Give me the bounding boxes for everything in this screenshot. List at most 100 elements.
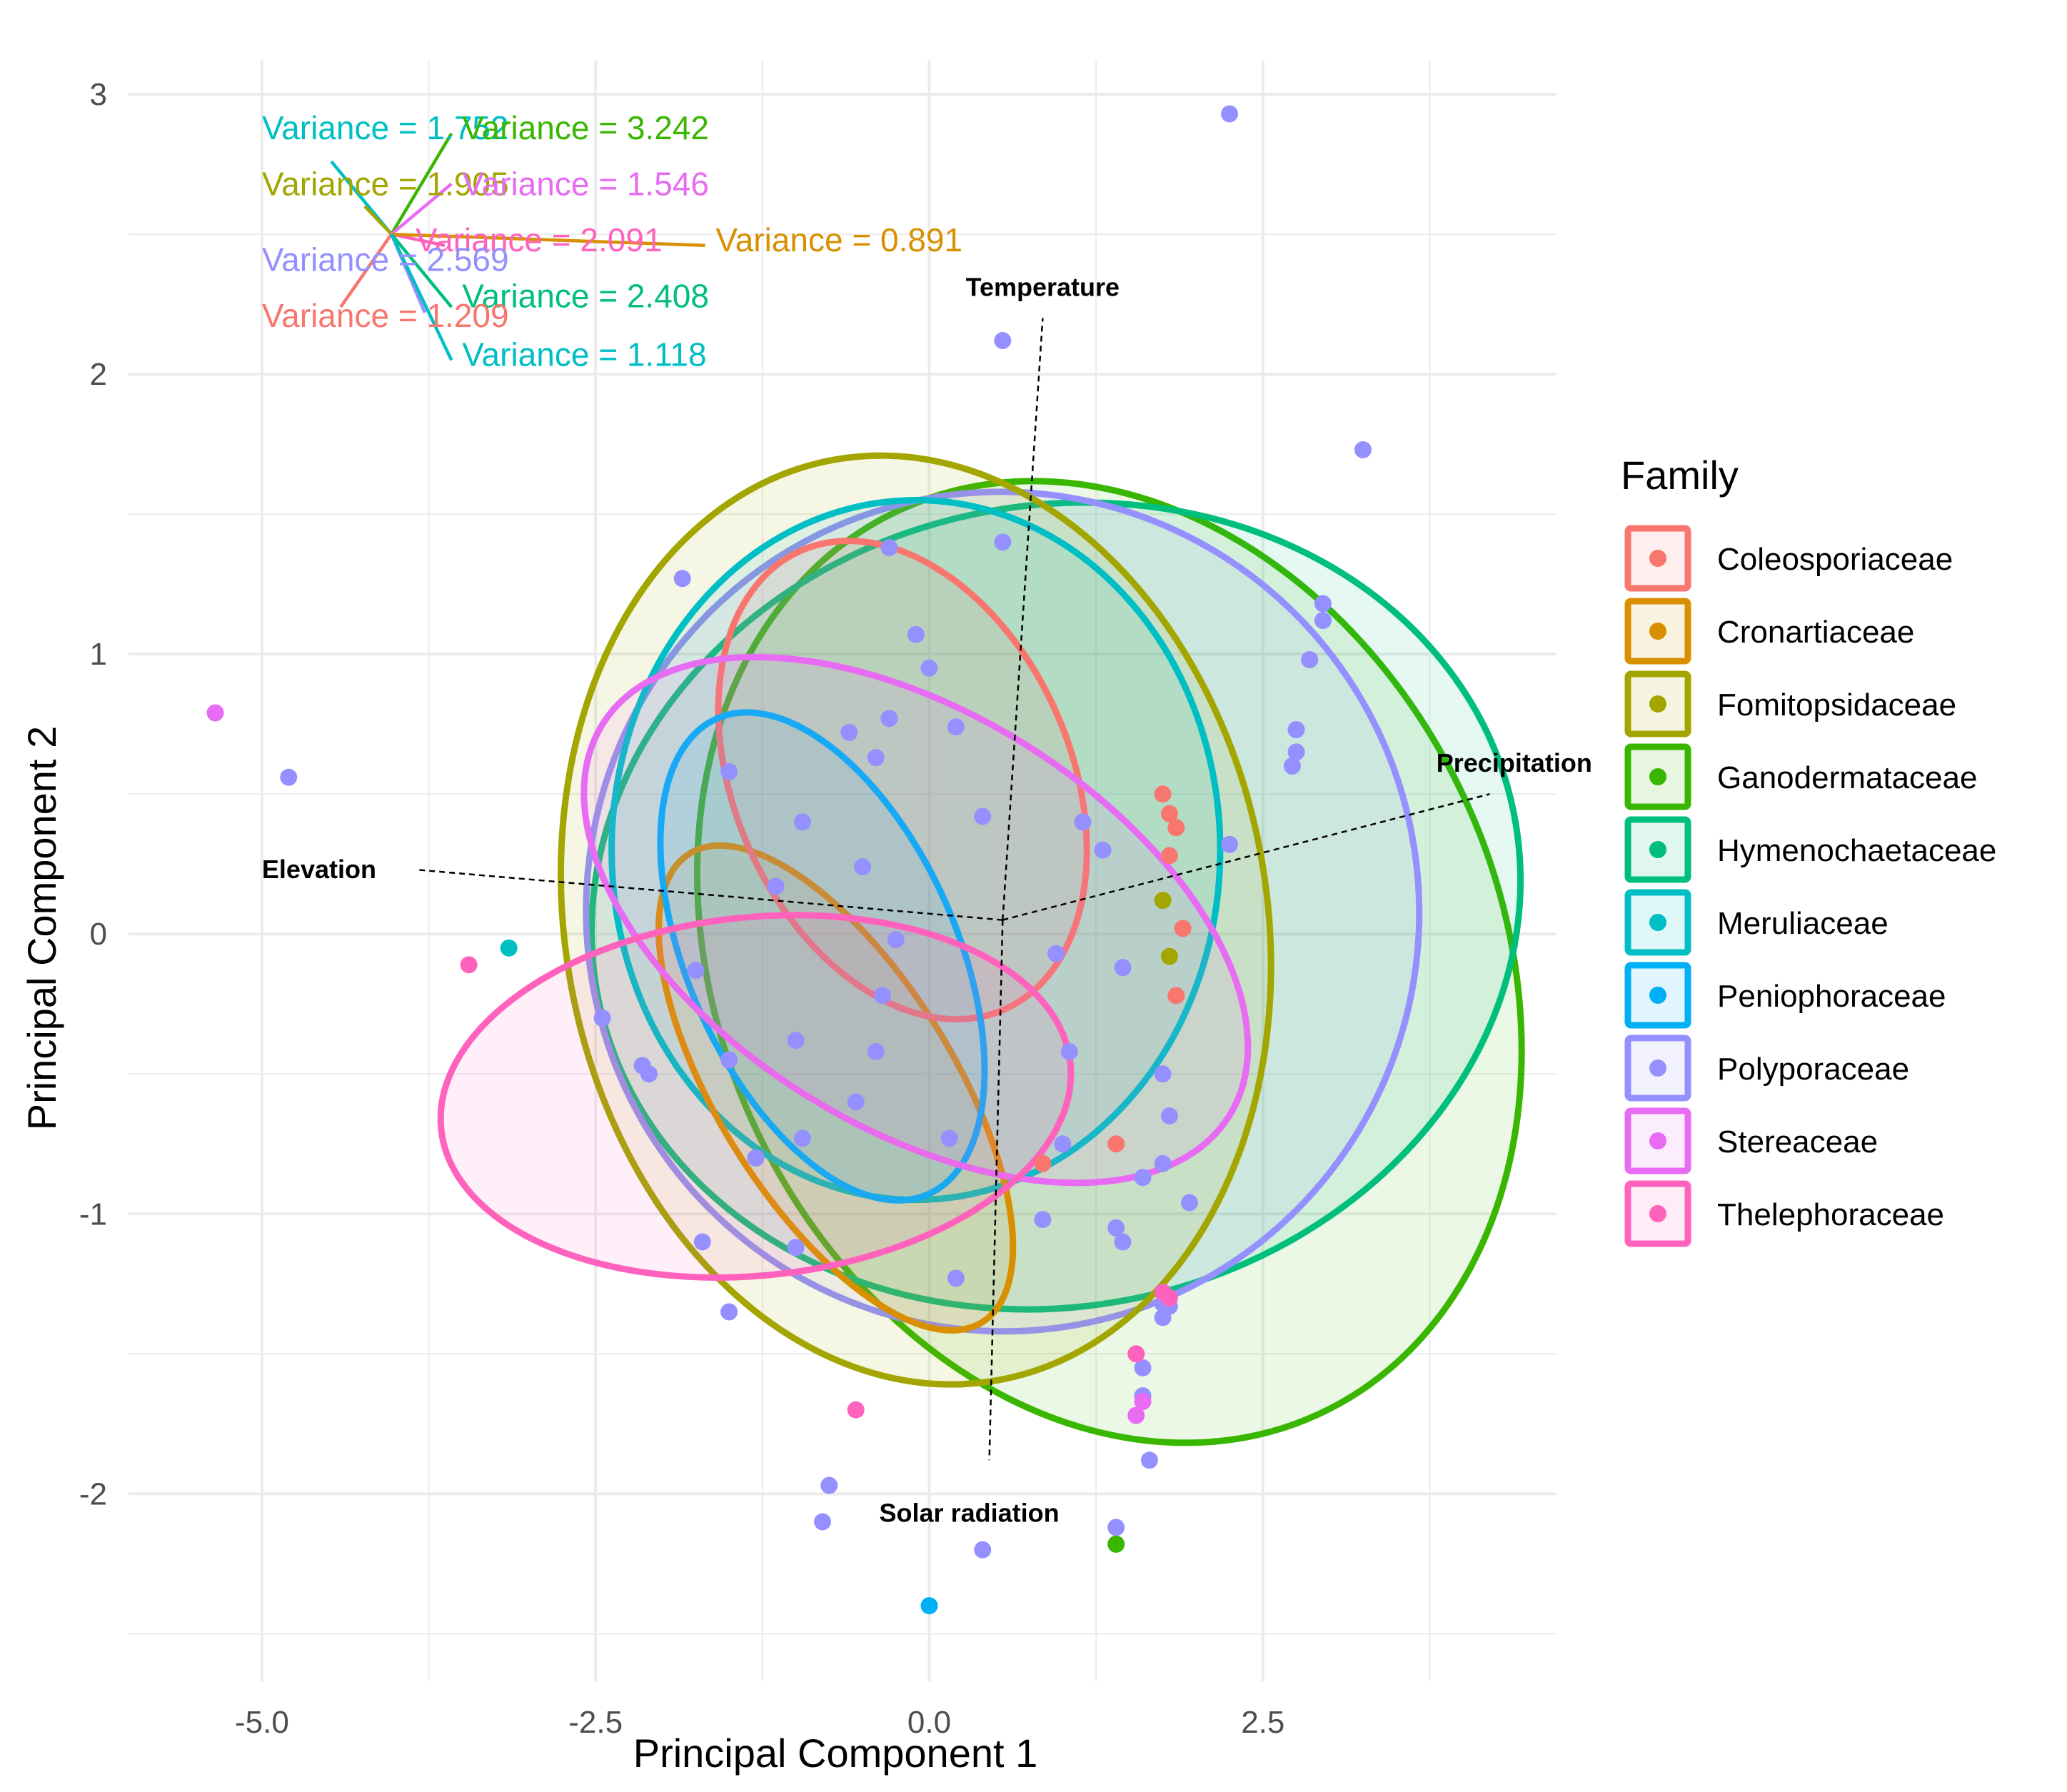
point-stereaceae-67 — [1127, 1406, 1145, 1424]
legend-item-ganodermataceae: Ganodermataceae — [1624, 743, 1977, 810]
point-polyporaceae-11 — [880, 539, 898, 557]
point-stereaceae-66 — [206, 704, 224, 722]
variance-ray-1 — [390, 132, 453, 236]
point-polyporaceae-34 — [720, 1051, 738, 1069]
legend-label-hymenochaetaceae: Hymenochaetaceae — [1717, 833, 1996, 868]
x-tick-label-0: -5.0 — [235, 1705, 289, 1740]
variance-label-9: Variance = 1.118 — [462, 336, 706, 373]
x-tick-label-3: 2.5 — [1241, 1705, 1284, 1740]
legend-label-fomitopsidaceae: Fomitopsidaceae — [1717, 688, 1956, 723]
point-polyporaceae-47 — [1180, 1194, 1198, 1212]
point-polyporaceae-5 — [1301, 650, 1319, 668]
legend-label-peniophoraceae: Peniophoraceae — [1717, 979, 1946, 1014]
point-polyporaceae-51 — [693, 1233, 711, 1251]
point-polyporaceae-4 — [1314, 612, 1332, 630]
point-polyporaceae-43 — [747, 1149, 765, 1167]
legend-item-hymenochaetaceae: Hymenochaetaceae — [1624, 816, 1996, 883]
legend-dot-meruliaceae — [1649, 914, 1666, 931]
legend-dot-peniophoraceae — [1649, 987, 1666, 1004]
point-polyporaceae-7 — [1287, 743, 1305, 761]
legend-item-thelephoraceae: Thelephoraceae — [1624, 1180, 1944, 1247]
legend-label-ganodermataceae: Ganodermataceae — [1717, 760, 1977, 795]
point-polyporaceae-2 — [1354, 441, 1372, 458]
legend-dot-ganodermataceae — [1649, 768, 1666, 785]
axis-ticks: -5.0 -2.5 0.0 2.5 -2 -1 0 1 2 3 — [79, 77, 1284, 1740]
point-polyporaceae-42 — [793, 1129, 811, 1147]
y-tick-label-2: 0 — [90, 917, 107, 952]
loading-label-elevation: Elevation — [262, 855, 376, 884]
point-coleosporiaceae-81 — [1034, 1154, 1052, 1172]
variance-label-8: Variance = 1.209 — [262, 297, 509, 334]
legend-item-stereaceae: Stereaceae — [1624, 1107, 1878, 1174]
point-polyporaceae-17 — [840, 723, 858, 741]
point-polyporaceae-1 — [994, 332, 1012, 350]
point-polyporaceae-61 — [820, 1476, 838, 1494]
legend-dot-thelephoraceae — [1649, 1205, 1666, 1222]
point-polyporaceae-65 — [280, 768, 298, 786]
point-polyporaceae-8 — [1283, 757, 1301, 775]
point-polyporaceae-45 — [1154, 1154, 1172, 1172]
point-polyporaceae-52 — [787, 1239, 805, 1257]
variance-label-3: Variance = 1.546 — [462, 166, 709, 203]
legend-item-fomitopsidaceae: Fomitopsidaceae — [1624, 670, 1956, 738]
scatter-points — [206, 105, 1372, 1615]
legend-label-stereaceae: Stereaceae — [1717, 1124, 1878, 1159]
variance-ray-3 — [390, 182, 453, 236]
point-polyporaceae-44 — [1054, 1135, 1072, 1153]
point-polyporaceae-14 — [920, 659, 938, 677]
x-tick-label-2: 0.0 — [907, 1705, 951, 1740]
point-fomitopsidaceae-83 — [1160, 947, 1178, 965]
point-polyporaceae-16 — [947, 718, 965, 736]
point-polyporaceae-23 — [1094, 841, 1112, 859]
variance-label-1: Variance = 3.242 — [462, 109, 709, 146]
variance-label-7: Variance = 2.408 — [462, 277, 709, 314]
point-polyporaceae-28 — [1114, 959, 1132, 977]
loading-label-temperature: Temperature — [966, 272, 1120, 301]
legend-dot-stereaceae — [1649, 1132, 1666, 1149]
legend-item-meruliaceae: Meruliaceae — [1624, 889, 1889, 956]
point-polyporaceae-36 — [640, 1065, 658, 1083]
y-tick-label-3: 1 — [90, 637, 107, 672]
y-tick-label-1: -1 — [79, 1197, 107, 1232]
loading-label-solar-radiation: Solar radiation — [880, 1499, 1060, 1528]
point-polyporaceae-32 — [787, 1032, 805, 1049]
legend-dot-coleosporiaceae — [1649, 550, 1666, 567]
point-polyporaceae-39 — [1154, 1065, 1172, 1083]
point-polyporaceae-57 — [720, 1303, 738, 1321]
point-polyporaceae-20 — [793, 813, 811, 831]
point-polyporaceae-29 — [687, 962, 705, 980]
point-coleosporiaceae-76 — [1154, 785, 1172, 803]
loading-label-precipitation: Precipitation — [1437, 748, 1592, 777]
point-thelephoraceae-70 — [847, 1401, 865, 1419]
point-polyporaceae-41 — [940, 1129, 958, 1147]
point-polyporaceae-50 — [1114, 1233, 1132, 1251]
legend-title: Family — [1621, 453, 1739, 498]
point-polyporaceae-63 — [1107, 1519, 1125, 1536]
point-polyporaceae-58 — [1134, 1359, 1152, 1376]
point-thelephoraceae-73 — [1160, 1289, 1178, 1307]
point-polyporaceae-10 — [994, 533, 1012, 551]
y-tick-label-5: 3 — [90, 77, 107, 112]
point-polyporaceae-19 — [720, 762, 738, 780]
point-polyporaceae-64 — [974, 1541, 992, 1559]
point-polyporaceae-0 — [1221, 105, 1239, 123]
point-coleosporiaceae-75 — [1167, 819, 1185, 837]
point-polyporaceae-31 — [593, 1009, 611, 1027]
point-thelephoraceae-69 — [460, 956, 478, 974]
point-polyporaceae-12 — [673, 570, 691, 588]
point-polyporaceae-38 — [1060, 1042, 1078, 1060]
ellipse-cronartiaceae — [655, 842, 1017, 1334]
point-coleosporiaceae-79 — [1167, 987, 1185, 1005]
variance-label-2: Variance = 1.905 — [262, 166, 509, 203]
point-polyporaceae-62 — [813, 1513, 831, 1531]
legend-label-thelephoraceae: Thelephoraceae — [1717, 1197, 1944, 1232]
point-polyporaceae-22 — [1074, 813, 1092, 831]
point-polyporaceae-30 — [874, 987, 892, 1005]
point-polyporaceae-6 — [1287, 721, 1305, 739]
loading-line-precipitation — [1002, 792, 1490, 921]
point-polyporaceae-24 — [854, 858, 872, 876]
legend-dot-polyporaceae — [1649, 1059, 1666, 1077]
point-polyporaceae-3 — [1314, 595, 1332, 613]
